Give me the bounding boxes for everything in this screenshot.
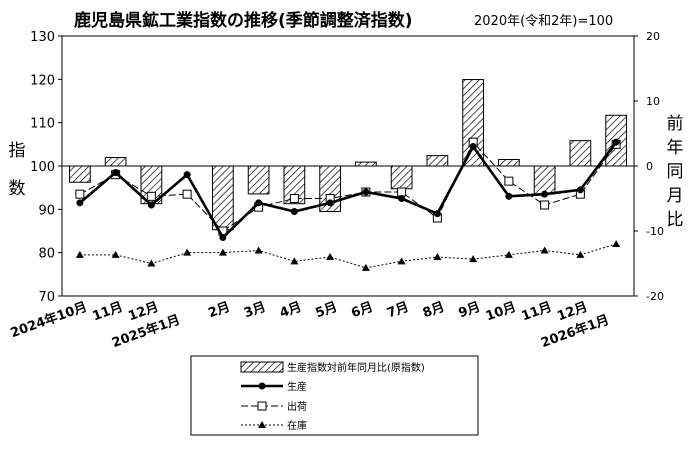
x-tick-label: 5月: [314, 300, 340, 322]
x-tick-label: 3月: [242, 300, 268, 322]
point-inventory: [612, 240, 621, 247]
point-production: [576, 186, 584, 194]
point-production: [76, 199, 84, 207]
point-production: [398, 195, 406, 202]
point-production: [290, 208, 298, 215]
point-inventory: [576, 250, 585, 258]
point-production: [505, 192, 513, 200]
point-inventory: [75, 250, 84, 258]
x-tick-label: 2月: [206, 300, 232, 322]
legend-production: 生産: [287, 380, 307, 393]
point-production: [112, 169, 120, 176]
bar-yoy: [69, 165, 91, 183]
x-tick-label: 9月: [457, 300, 483, 322]
point-production: [469, 143, 477, 150]
point-inventory: [290, 257, 299, 265]
bar-yoy: [533, 165, 556, 195]
legend-swatch-marker: [258, 421, 266, 428]
y-left-tick-label: 110: [30, 117, 55, 132]
point-inventory: [433, 253, 442, 260]
bar-yoy: [212, 165, 234, 231]
y-right-label: 前年同月比: [666, 114, 684, 230]
x-tick-label: 11月: [520, 300, 554, 325]
y-right-tick-label: -10: [646, 225, 664, 238]
point-inventory: [111, 250, 120, 258]
legend-swatch-marker: [258, 382, 266, 390]
point-production: [362, 188, 370, 196]
point-inventory: [397, 257, 406, 265]
line-inventory: [79, 243, 617, 269]
point-shipments: [182, 189, 192, 199]
legend-inventory: 在庫: [287, 419, 307, 432]
y-right-tick-label: -20: [646, 290, 664, 303]
bar-yoy: [498, 159, 520, 167]
bar-yoy: [426, 155, 449, 167]
point-production: [183, 171, 191, 179]
point-shipments: [146, 191, 156, 201]
x-tick-label: 2024年10月: [8, 299, 89, 341]
bar-yoy: [462, 79, 484, 167]
bar-yoy: [247, 165, 270, 195]
point-inventory: [540, 246, 549, 254]
point-production: [255, 199, 263, 207]
legend-swatch-marker: [257, 401, 267, 411]
bar-yoy: [104, 157, 127, 167]
chart-title: 鹿児島県鉱工業指数の推移(季節調整済指数): [74, 11, 413, 31]
y-left-tick-label: 90: [38, 203, 55, 218]
x-tick-label: 10月: [484, 300, 518, 325]
legend-yoy: 生産指数対前年同月比(原指数): [287, 361, 425, 374]
base-note: 2020年(令和2年)=100: [474, 14, 614, 29]
point-shipments: [75, 189, 85, 199]
point-inventory: [469, 255, 478, 263]
x-tick-label: 8月: [421, 300, 447, 322]
x-tick-label: 4月: [278, 300, 304, 322]
line-production: [79, 141, 618, 240]
point-production: [219, 234, 227, 241]
y-right-tick-label: 0: [646, 160, 653, 173]
y-left-tick-label: 80: [38, 247, 55, 262]
y-left-tick-label: 100: [30, 160, 55, 175]
point-inventory: [147, 259, 156, 267]
bar-yoy: [569, 140, 592, 167]
point-inventory: [361, 263, 370, 271]
point-shipments: [540, 200, 550, 210]
legend-shipments: 出荷: [287, 400, 307, 413]
y-left-tick-label: 70: [38, 290, 55, 305]
y-left-tick-label: 120: [30, 73, 55, 88]
point-shipments: [504, 176, 514, 186]
point-production: [147, 201, 155, 209]
point-production: [541, 190, 549, 198]
x-tick-label: 7月: [385, 300, 411, 322]
y-right-tick-label: 20: [646, 30, 660, 43]
point-inventory: [504, 250, 513, 258]
bar-yoy: [390, 165, 413, 190]
point-shipments: [289, 194, 299, 203]
legend-swatch-bar: [240, 361, 284, 373]
point-production: [433, 210, 441, 218]
bar-yoy: [355, 161, 377, 167]
y-left-label: 指数: [8, 141, 26, 199]
point-production: [612, 138, 620, 146]
point-inventory: [183, 248, 192, 256]
x-tick-label: 6月: [349, 300, 375, 322]
point-inventory: [218, 248, 227, 256]
x-tick-label: 11月: [91, 300, 125, 325]
point-production: [326, 199, 334, 207]
point-inventory: [254, 246, 263, 254]
point-shipments: [397, 187, 407, 197]
legend-box: [190, 355, 479, 436]
line-shipments: [79, 141, 617, 232]
y-left-tick-label: 130: [30, 30, 55, 45]
point-inventory: [326, 253, 335, 260]
y-right-tick-label: 10: [646, 95, 660, 108]
